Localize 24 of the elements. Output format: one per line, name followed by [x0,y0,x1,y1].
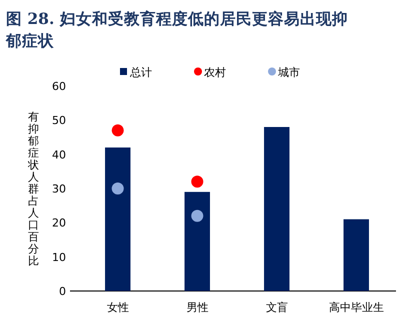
legend-label: 城市 [277,66,300,79]
legend-label: 农村 [204,66,226,79]
bar [105,148,130,291]
y-tick-label: 50 [52,114,66,128]
text: 有抑郁症状人群占人口百分比 [28,110,39,268]
point [112,124,124,136]
x-tick-label: 高中毕业生 [328,301,384,314]
chart-title: 图 28. 妇女和受教育程度低的居民更容易出现抑郁症状 [5,9,348,50]
x-tick-label: 女性 [106,301,129,314]
bar [264,127,290,291]
x-tick-label: 文盲 [266,301,288,314]
y-tick-label: 30 [52,182,66,196]
point [191,176,204,188]
y-tick-label: 10 [52,250,66,264]
legend-label: 总计 [129,66,152,79]
y-tick-label: 0 [59,285,66,298]
point [112,182,124,194]
y-tick-label: 20 [52,216,66,230]
y-tick-label: 40 [52,148,66,162]
bar [344,219,369,291]
bar [184,192,210,291]
y-tick-label: 60 [52,80,66,93]
x-tick-label: 男性 [186,301,208,314]
point [191,210,204,222]
